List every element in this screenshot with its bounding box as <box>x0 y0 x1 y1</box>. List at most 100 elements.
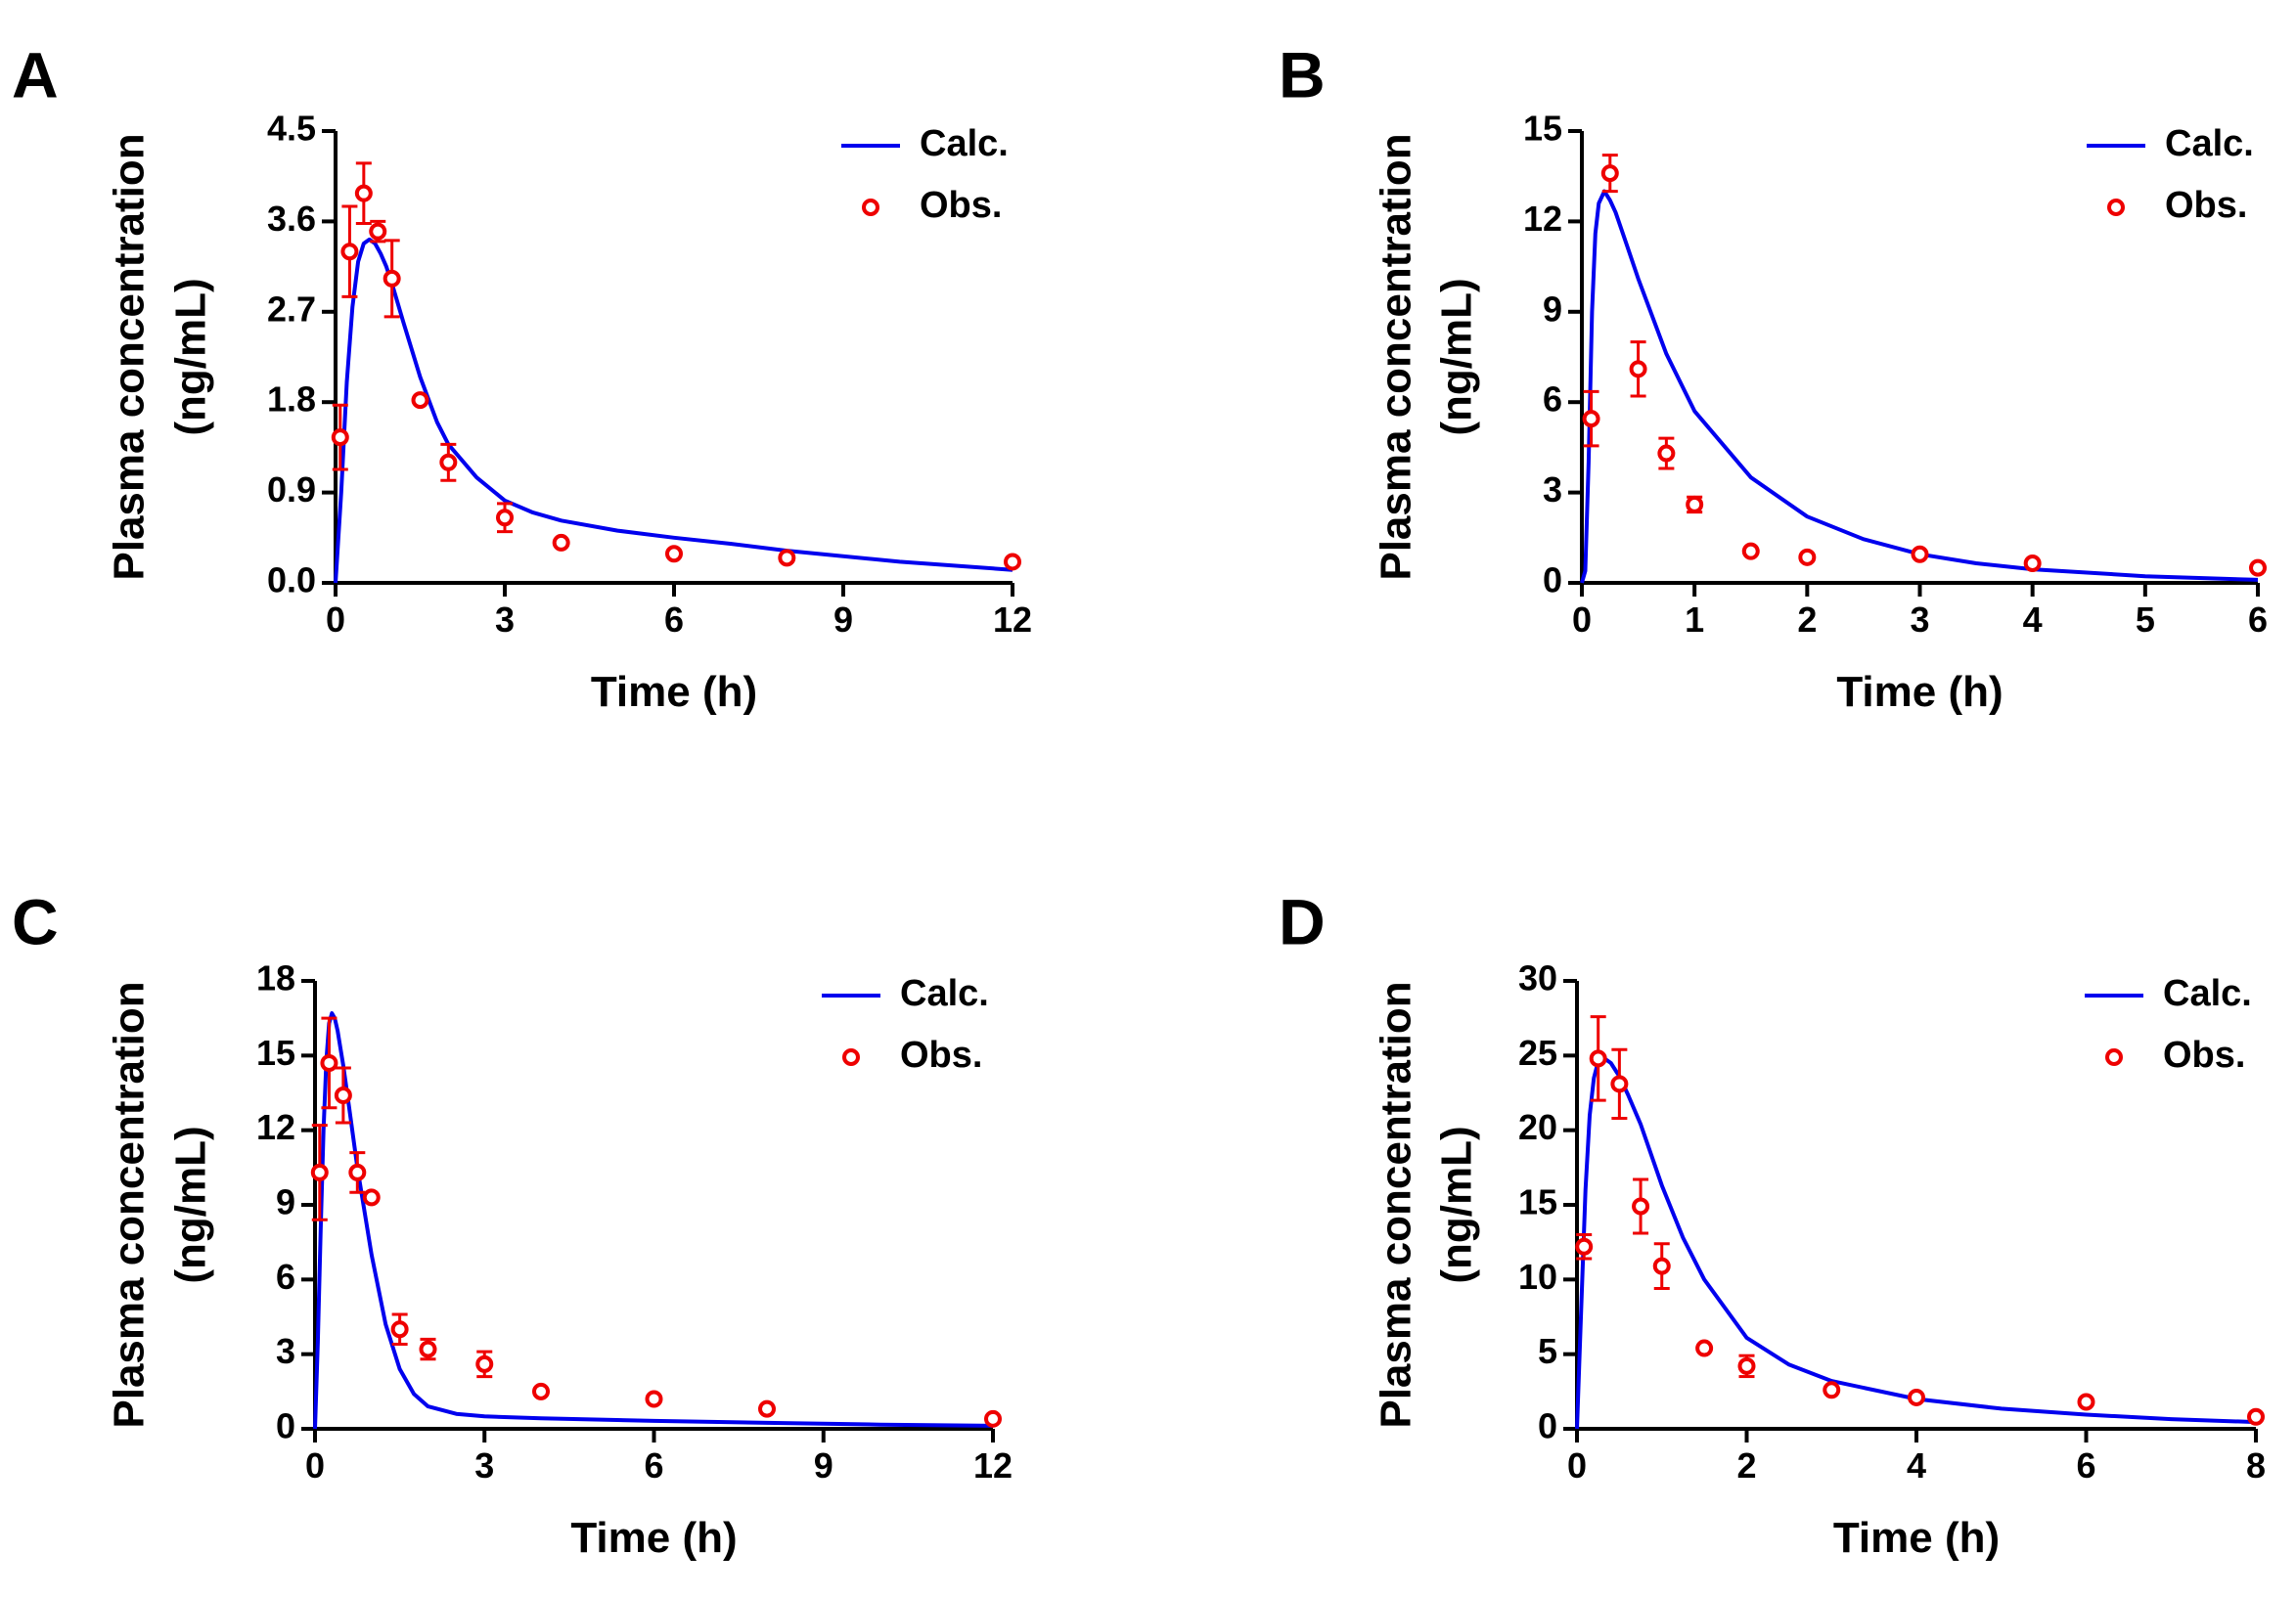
obs-point <box>439 453 458 471</box>
x-tick-label: 2 <box>1797 599 1817 640</box>
obs-point <box>984 1409 1002 1428</box>
y-tick-label: 9 <box>1543 289 1562 329</box>
y-tick-label: 0.0 <box>267 560 316 600</box>
obs-point <box>1652 1257 1671 1275</box>
obs-point <box>532 1382 550 1400</box>
y-axis-title: Plasma concentration <box>1373 133 1420 580</box>
legend-obs-label: Obs. <box>920 185 1002 226</box>
obs-point <box>645 1390 663 1408</box>
x-axis-title: Time (h) <box>1833 1514 2000 1562</box>
y-tick-label: 0 <box>1543 560 1562 600</box>
x-tick-label: 3 <box>474 1445 494 1486</box>
obs-point <box>310 1163 329 1181</box>
obs-point <box>1629 360 1647 378</box>
obs-point <box>778 549 796 567</box>
y-tick-label: 12 <box>1523 199 1562 239</box>
obs-point <box>1686 495 1704 513</box>
obs-point <box>362 1188 381 1207</box>
x-tick-label: 6 <box>2076 1445 2095 1486</box>
y-axis-title: Plasma concentration <box>106 133 154 580</box>
obs-point <box>2249 558 2267 577</box>
legend: Calc. Obs. <box>822 973 989 1076</box>
x-tick-label: 2 <box>1736 1445 1756 1486</box>
calc-line <box>1580 189 2259 584</box>
obs-point <box>354 184 373 202</box>
y-tick-label: 2.7 <box>267 289 316 329</box>
obs-point <box>1657 444 1676 463</box>
panel-letter: A <box>12 38 59 111</box>
x-tick-label: 6 <box>664 599 684 640</box>
y-tick-label: 3 <box>1543 469 1562 510</box>
legend: Calc. Obs. <box>841 123 1009 226</box>
panel-letter: D <box>1279 885 1326 957</box>
obs-point <box>475 1354 494 1373</box>
legend-calc-label: Calc. <box>920 123 1009 164</box>
panel-c: C 0 3 6 9 12 15 18 0 3 6 9 12 Time (h) Plasma concentr… <box>12 885 1013 1562</box>
y-tick-label: 3 <box>276 1331 295 1371</box>
legend-obs-label: Obs. <box>2163 1035 2245 1076</box>
x-axis-title: Time (h) <box>591 668 757 716</box>
legend-obs-swatch <box>862 199 879 216</box>
y-axis-title: Plasma concentration <box>1373 981 1420 1428</box>
calc-line <box>334 237 1013 584</box>
x-tick-label: 12 <box>993 599 1032 640</box>
y-tick-label: 3.6 <box>267 199 316 239</box>
obs-point <box>552 533 570 552</box>
legend-calc-label: Calc. <box>2165 123 2254 164</box>
x-tick-label: 4 <box>2023 599 2043 640</box>
legend-obs-label: Obs. <box>2165 185 2247 226</box>
obs-point <box>2023 554 2042 572</box>
y-tick-label: 20 <box>1518 1107 1557 1147</box>
panel-letter: B <box>1279 38 1326 111</box>
obs-point <box>1823 1381 1841 1399</box>
obs-point <box>1600 164 1619 183</box>
y-tick-label: 6 <box>276 1257 295 1297</box>
obs-point <box>2077 1393 2095 1411</box>
x-tick-label: 6 <box>2248 599 2268 640</box>
legend-obs-label: Obs. <box>900 1035 982 1076</box>
y-tick-label: 9 <box>276 1182 295 1222</box>
legend-calc-label: Calc. <box>2163 973 2252 1014</box>
legend: Calc. Obs. <box>2087 123 2254 226</box>
calc-line <box>313 1011 994 1430</box>
y-tick-label: 18 <box>256 958 295 999</box>
legend-obs-swatch <box>2105 1048 2123 1066</box>
y-tick-label: 1.8 <box>267 379 316 420</box>
obs-point <box>665 545 683 563</box>
obs-point <box>1589 1049 1607 1068</box>
x-tick-label: 0 <box>1567 1445 1587 1486</box>
y-tick-label: 30 <box>1518 958 1557 999</box>
x-tick-label: 9 <box>814 1445 833 1486</box>
obs-point <box>331 428 349 447</box>
obs-point <box>1798 548 1817 566</box>
obs-point <box>1632 1197 1650 1216</box>
x-tick-label: 9 <box>833 599 853 640</box>
x-tick-label: 5 <box>2136 599 2155 640</box>
obs-point <box>334 1087 352 1105</box>
obs-point <box>419 1340 437 1358</box>
obs-point <box>758 1399 776 1418</box>
x-tick-label: 3 <box>1910 599 1929 640</box>
legend-calc-label: Calc. <box>900 973 989 1014</box>
y-tick-label: 5 <box>1538 1331 1557 1371</box>
x-tick-label: 0 <box>1572 599 1592 640</box>
obs-point <box>1737 1356 1756 1375</box>
obs-point <box>1575 1237 1594 1256</box>
x-tick-label: 3 <box>495 599 515 640</box>
obs-point <box>1908 1388 1925 1406</box>
obs-point <box>390 1320 409 1339</box>
y-tick-label: 15 <box>1523 109 1562 149</box>
y-axis-unit: (ng/mL) <box>167 1126 215 1283</box>
y-axis-unit: (ng/mL) <box>1433 1126 1481 1283</box>
y-tick-label: 10 <box>1518 1257 1557 1297</box>
obs-point <box>348 1163 367 1181</box>
obs-point <box>383 269 401 288</box>
x-tick-label: 4 <box>1907 1445 1926 1486</box>
legend-obs-swatch <box>2107 199 2125 216</box>
y-tick-label: 25 <box>1518 1033 1557 1073</box>
obs-point <box>1911 545 1929 563</box>
obs-point <box>1004 553 1021 571</box>
obs-point <box>1582 410 1600 428</box>
